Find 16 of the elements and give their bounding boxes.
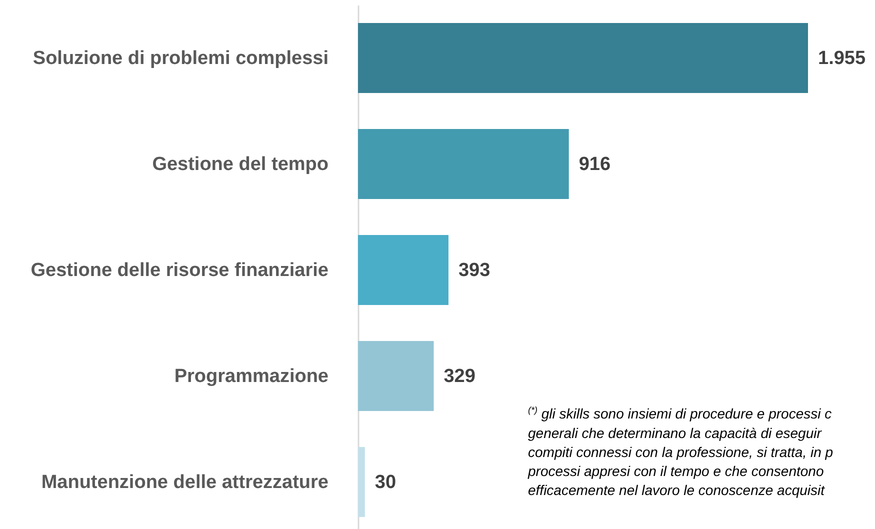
annotation: $^{(*)}$ gli skills sono insiemi di procedure e processi c generali che determinano la capacità di eseguir compiti connessi con la professione, si tratta, in p processi appresi con il tempo e che consentono efficacemente nel lavoro le conoscenze acquisit (528, 404, 834, 500)
data-label: 30 (374, 472, 396, 493)
data-label: 916 (578, 154, 611, 175)
y-tick-label: Gestione del tempo (152, 154, 328, 175)
y-tick-label: Soluzione di problemi complessi (32, 48, 328, 69)
bar (358, 447, 365, 517)
y-tick-label: Programmazione (174, 366, 328, 387)
bar (358, 341, 434, 411)
bar (358, 23, 808, 93)
data-label: 329 (444, 366, 476, 387)
bar (358, 235, 448, 305)
data-label: 393 (458, 260, 490, 281)
bar (358, 129, 569, 199)
data-label: 1.955 (818, 48, 866, 69)
y-tick-label: Manutenzione delle attrezzature (41, 472, 328, 493)
y-tick-label: Gestione delle risorse finanziarie (30, 260, 328, 281)
